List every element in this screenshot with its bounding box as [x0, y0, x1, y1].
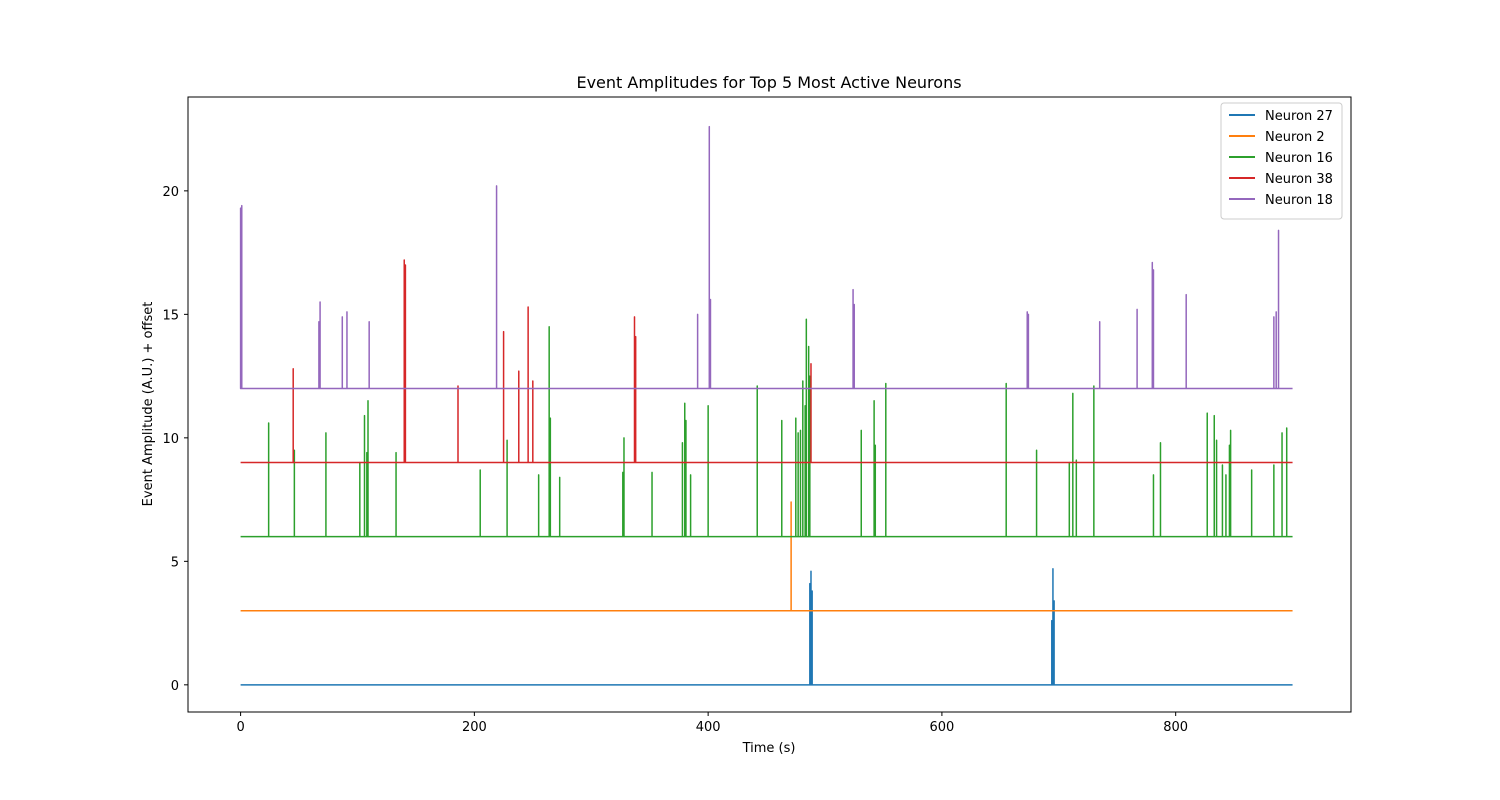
chart-title: Event Amplitudes for Top 5 Most Active N… — [576, 73, 961, 92]
axes-frame — [187, 96, 1352, 713]
legend-label: Neuron 38 — [1265, 172, 1333, 187]
series-line-neuron-2 — [240, 501, 1293, 612]
y-tick-label: 5 — [171, 555, 179, 570]
x-tick-label: 0 — [236, 720, 244, 735]
series-line-neuron-18 — [239, 125, 1293, 390]
legend-label: Neuron 2 — [1265, 130, 1325, 145]
x-axis-label: Time (s) — [742, 741, 796, 756]
x-tick-label: 800 — [1163, 720, 1188, 735]
legend-label: Neuron 18 — [1265, 193, 1333, 208]
legend-box — [1220, 102, 1343, 220]
x-tick-label: 200 — [462, 720, 487, 735]
plot-area: 0 200 400 600 800 0 5 10 15 20 — [162, 96, 1352, 735]
y-tick-label: 10 — [162, 432, 179, 447]
legend: Neuron 27 Neuron 2 Neuron 16 Neuron 38 Neuro… — [1220, 102, 1343, 220]
series-line-neuron-16 — [240, 318, 1293, 538]
legend-label: Neuron 16 — [1265, 151, 1333, 166]
y-tick-label: 15 — [162, 308, 179, 323]
series-line-neuron-38 — [240, 259, 1293, 464]
y-tick-label: 20 — [162, 185, 179, 200]
series-line-neuron-27 — [240, 568, 1293, 686]
y-tick-label: 0 — [171, 679, 179, 694]
x-tick-label: 600 — [929, 720, 954, 735]
legend-label: Neuron 27 — [1265, 109, 1333, 124]
x-tick-label: 400 — [696, 720, 721, 735]
y-axis-label: Event Amplitude (A.U.) + offset — [141, 302, 156, 507]
